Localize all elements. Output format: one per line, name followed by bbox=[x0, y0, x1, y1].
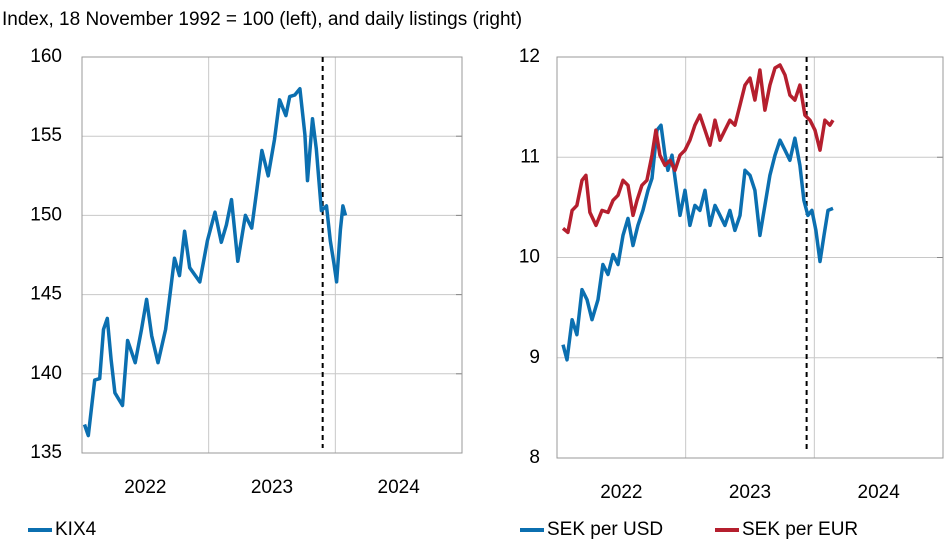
x-tick-label: 2024 bbox=[858, 482, 901, 503]
legend-label: SEK per USD bbox=[547, 519, 663, 540]
y-tick-label: 12 bbox=[519, 46, 540, 67]
legend-label: SEK per EUR bbox=[742, 519, 858, 540]
series-line bbox=[561, 63, 835, 235]
y-tick-label: 9 bbox=[529, 347, 540, 368]
y-tick-label: 150 bbox=[30, 204, 62, 225]
x-tick-label: 2022 bbox=[600, 482, 642, 503]
y-tick-label: 11 bbox=[520, 146, 540, 167]
legend-label: KIX4 bbox=[55, 519, 97, 540]
y-tick-label: 10 bbox=[519, 247, 540, 268]
y-tick-label: 155 bbox=[30, 125, 62, 146]
page-title: Index, 18 November 1992 = 100 (left), an… bbox=[2, 9, 522, 30]
y-tick-label: 135 bbox=[30, 442, 62, 463]
y-tick-label: 160 bbox=[30, 46, 62, 67]
series-line bbox=[82, 86, 348, 438]
series-line bbox=[561, 123, 834, 362]
y-tick-label: 140 bbox=[30, 363, 62, 384]
y-tick-label: 8 bbox=[529, 447, 540, 468]
plot-frame bbox=[556, 56, 944, 459]
x-tick-label: 2023 bbox=[729, 482, 771, 503]
x-tick-label: 2022 bbox=[124, 477, 166, 498]
y-tick-label: 145 bbox=[30, 284, 62, 305]
plot-frame bbox=[81, 56, 463, 454]
x-tick-label: 2024 bbox=[378, 477, 421, 498]
x-tick-label: 2023 bbox=[251, 477, 293, 498]
